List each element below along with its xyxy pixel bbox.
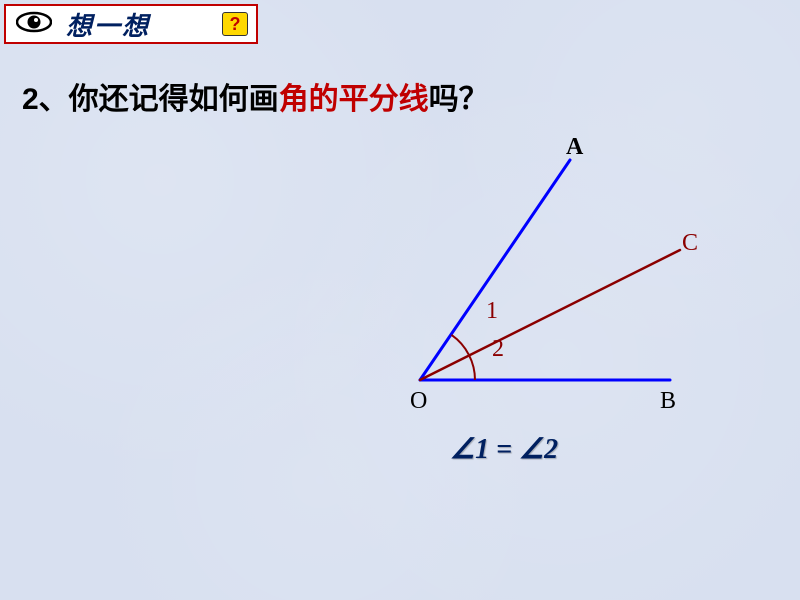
question-text: 2、你还记得如何画角的平分线吗？ (22, 74, 489, 118)
eye-icon (16, 11, 52, 38)
label-angle-1: 1 (486, 298, 498, 325)
header-title: 想一想 (66, 6, 222, 43)
diagram-svg (380, 150, 760, 470)
angle-equation: ∠1 = ∠2 (450, 432, 558, 466)
question-suffix: 吗？ (429, 83, 489, 116)
label-O: O (410, 388, 427, 415)
label-angle-2: 2 (492, 336, 504, 363)
header-box: 想一想 ? (4, 4, 258, 44)
question-prefix: 2、你还记得如何画 (22, 83, 279, 116)
label-B: B (660, 388, 676, 415)
label-A: A (566, 134, 583, 161)
angle-bisector-diagram: O A B C 1 2 (380, 150, 760, 470)
label-C: C (682, 230, 698, 257)
question-highlight: 角的平分线 (279, 83, 429, 116)
question-icon: ? (222, 12, 248, 36)
